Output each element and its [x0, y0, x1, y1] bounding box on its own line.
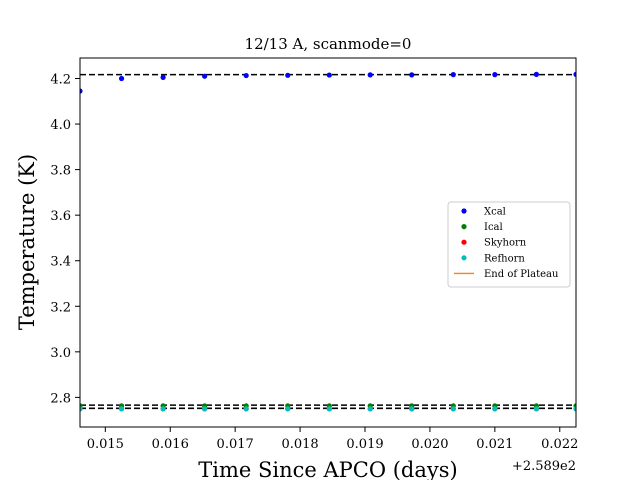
x-tick-label: 0.020 [411, 437, 448, 452]
y-axis: 2.8 3.0 3.2 3.4 3.6 3.8 4.0 4.2 [50, 73, 80, 406]
point-refhorn [492, 406, 498, 412]
point-refhorn [202, 406, 208, 412]
legend-marker-refhorn [461, 255, 467, 261]
point-refhorn [160, 406, 166, 412]
y-tick-label: 2.8 [50, 391, 71, 406]
point-refhorn [326, 406, 332, 412]
x-tick-label: 0.019 [346, 437, 383, 452]
y-axis-label: Temperature (K) [15, 154, 39, 330]
point-xcal [492, 72, 498, 78]
x-axis-label: Time Since APCO (days) [198, 458, 457, 480]
y-tick-label: 3.4 [50, 255, 71, 270]
axes-frame [79, 57, 577, 428]
y-tick-label: 4.0 [50, 118, 71, 133]
series-xcal [80, 71, 576, 94]
legend-label-ical: Ical [484, 222, 503, 233]
x-tick-label: 0.022 [541, 437, 578, 452]
point-xcal [160, 74, 166, 80]
point-xcal [202, 73, 208, 79]
point-xcal [243, 72, 249, 79]
point-xcal [80, 88, 83, 94]
y-tick-label: 3.6 [50, 209, 71, 224]
point-xcal [533, 71, 539, 77]
x-tick-label: 0.017 [217, 437, 254, 452]
y-tick-label: 4.2 [50, 73, 71, 88]
point-refhorn [243, 406, 249, 412]
legend-label-xcal: Xcal [484, 207, 506, 218]
x-tick-label: 0.016 [152, 437, 189, 452]
series-refhorn [80, 406, 576, 412]
y-tick-label: 3.8 [50, 164, 71, 179]
legend-label-refhorn: Refhorn [484, 253, 525, 264]
y-tick-label: 3.2 [50, 300, 71, 315]
y-tick-label: 3.0 [50, 346, 71, 361]
legend-marker-xcal [461, 208, 467, 214]
plot-area [80, 71, 576, 412]
point-refhorn [450, 406, 456, 412]
point-refhorn [285, 406, 291, 412]
x-tick-label: 0.018 [281, 437, 318, 452]
point-xcal [285, 72, 291, 78]
chart-title: 12/13 A, scanmode=0 [245, 35, 412, 53]
point-xcal [118, 75, 125, 82]
legend-label-end-of-plateau: End of Plateau [484, 269, 559, 280]
x-tick-label: 0.021 [476, 437, 513, 452]
x-offset-label: +2.589e2 [512, 459, 576, 474]
legend-marker-skyhorn [461, 239, 467, 245]
point-refhorn [118, 406, 125, 412]
legend: Xcal Ical Skyhorn Refhorn End of Plateau [447, 201, 571, 288]
x-tick-label: 0.015 [87, 437, 124, 452]
point-xcal [367, 72, 373, 78]
point-refhorn [367, 406, 373, 412]
legend-marker-ical [461, 224, 467, 230]
data-points [80, 71, 576, 412]
x-axis: 0.015 0.016 0.017 0.018 0.019 0.020 0.021 0.022 [87, 427, 578, 452]
point-refhorn [409, 406, 415, 412]
point-xcal [450, 72, 456, 78]
point-refhorn [533, 406, 539, 412]
point-refhorn [80, 406, 83, 412]
point-xcal [409, 72, 415, 78]
point-refhorn [573, 406, 576, 412]
point-xcal [573, 71, 576, 77]
legend-box [447, 201, 571, 288]
legend-label-skyhorn: Skyhorn [484, 238, 527, 249]
point-xcal [326, 72, 332, 78]
